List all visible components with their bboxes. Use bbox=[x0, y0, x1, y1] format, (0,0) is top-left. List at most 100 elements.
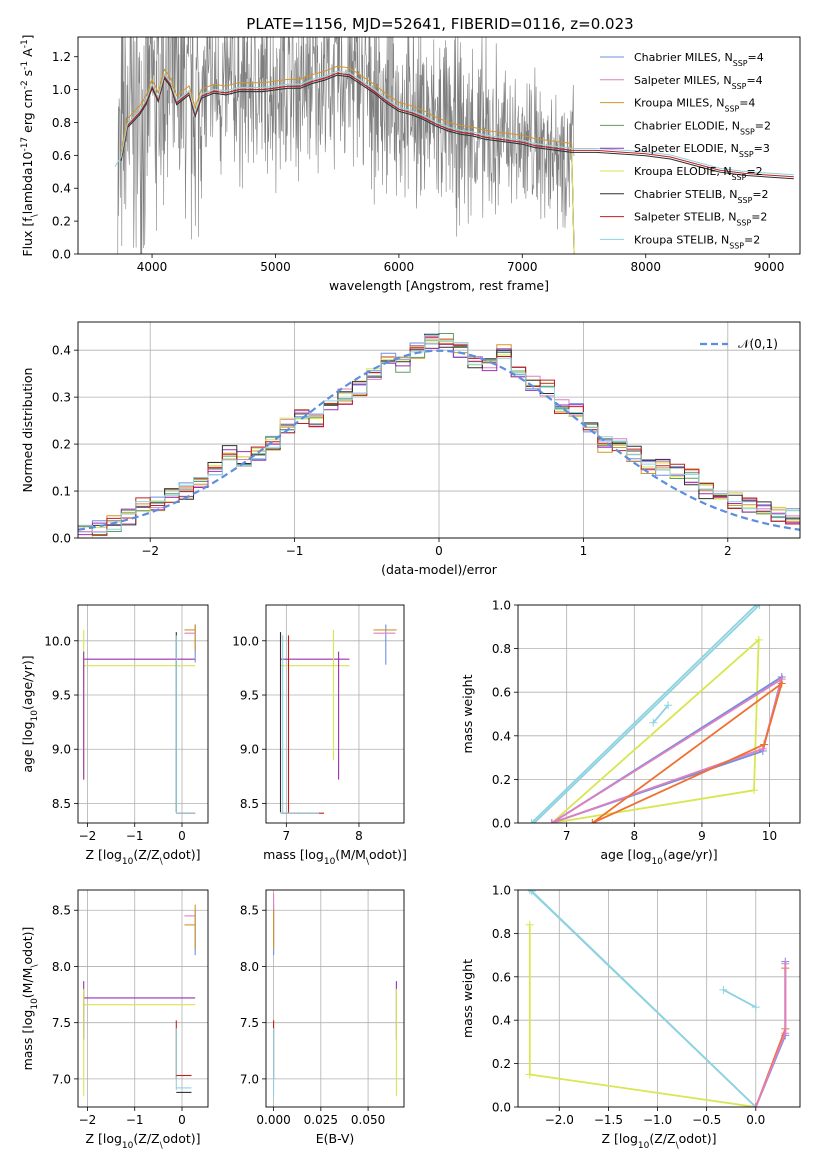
massweight_vs_age-marker bbox=[758, 744, 767, 753]
massweight_vs_age-ylabel: mass weight bbox=[460, 674, 475, 753]
residuals-panel: −2 −1 0 1 2 0.0 0.1 0.2 0.3 0.4 (data-model)/error… bbox=[20, 321, 801, 577]
age_vs_Z-ylabel: age [log10(age/yr)] bbox=[20, 655, 40, 772]
residuals-xtick-label: −2 bbox=[141, 544, 159, 558]
age_vs_Z-panel: −2 −1 08.59.09.510.0Z [log10(Z/Z\odot)]age… bbox=[20, 604, 209, 867]
residuals-frame bbox=[77, 321, 801, 539]
massweight_vs_age-ytick-label: 0.8 bbox=[492, 642, 511, 656]
mass_vs_Z-ylabel: mass [log10(M/M\odot)] bbox=[20, 927, 40, 1071]
massweight_vs_Z-xtick-label: −2.0 bbox=[545, 1113, 574, 1127]
mass_vs_Z-plot-area bbox=[83, 904, 196, 1096]
spectrum-xtick-label: 7000 bbox=[507, 260, 538, 274]
massweight_vs_Z-xtick-label: −0.5 bbox=[692, 1113, 721, 1127]
label-text: E(B-V) bbox=[316, 1131, 355, 1146]
label-text: Normed distribution bbox=[20, 368, 35, 493]
spectrum-legend-label: Chabrier STELIB, NSSP=2 bbox=[634, 188, 769, 205]
label-text: s bbox=[20, 70, 35, 81]
label-text: SSP bbox=[724, 104, 739, 113]
label-text: odot bbox=[163, 847, 191, 862]
residuals-xtick-label: 1 bbox=[580, 544, 588, 558]
label-text: )] bbox=[20, 655, 35, 665]
label-text: =2 bbox=[746, 165, 762, 178]
spectrum-legend-label: Kroupa ELODIE, NSSP=2 bbox=[634, 165, 763, 182]
age_vs_Z-ytick-label: 8.5 bbox=[52, 797, 71, 811]
residuals-xlabel: (data-model)/error bbox=[381, 562, 498, 577]
label-text: )] bbox=[191, 1131, 201, 1146]
massweight_vs_age-marker bbox=[664, 701, 673, 710]
label-text: lambda bbox=[20, 167, 35, 214]
label-text: Z [log bbox=[85, 1131, 121, 1146]
mass_vs_ebv-ytick-label: 7.0 bbox=[240, 1072, 259, 1086]
age_vs_mass-panel: 7 8 8.5 9.0 9.5 10.0 mass [log10(M/M\odot)] bbox=[232, 604, 407, 867]
label-text: )] bbox=[397, 847, 407, 862]
massweight_vs_age-marker bbox=[777, 679, 786, 688]
residuals-legend-label: 𝒩(0,1) bbox=[738, 337, 778, 351]
spectrum-ytick-label: 0.2 bbox=[52, 215, 71, 229]
mass_vs_ebv-xlabel: E(B-V) bbox=[316, 1131, 355, 1146]
label-text: =2 bbox=[744, 233, 760, 246]
spectrum-legend-label: Salpeter ELODIE, NSSP=3 bbox=[634, 142, 770, 159]
label-text: age [log bbox=[600, 847, 651, 862]
massweight_vs_Z-xtick-label: −1.5 bbox=[594, 1113, 623, 1127]
age_vs_mass-xlabel: mass [log10(M/M\odot)] bbox=[263, 847, 407, 867]
residuals-ytick-label: 0.2 bbox=[52, 438, 71, 452]
label-text: mass weight bbox=[460, 674, 475, 753]
massweight_vs_Z-ytick-label: 1.0 bbox=[492, 884, 511, 898]
label-text: Kroupa ELODIE, N bbox=[634, 165, 732, 178]
spectrum-data-line bbox=[117, 37, 575, 254]
massweight_vs_Z-line bbox=[754, 963, 787, 1107]
label-text: SSP bbox=[740, 127, 755, 136]
spectrum-ytick-label: 0.8 bbox=[52, 116, 71, 130]
label-text: ] bbox=[20, 34, 35, 39]
label-text: =4 bbox=[748, 51, 764, 64]
label-text: =2 bbox=[752, 188, 768, 201]
spectrum-legend-label: Salpeter STELIB, NSSP=2 bbox=[634, 211, 767, 228]
residuals-ytick-label: 0.1 bbox=[52, 485, 71, 499]
label-text: ( bbox=[649, 1131, 654, 1146]
mass_vs_Z-panel: −2 −1 07.07.58.08.5Z [log10(Z/Z\odot)]mass… bbox=[20, 889, 209, 1151]
age_vs_Z-xtick-label: −1 bbox=[126, 829, 144, 843]
age_vs_mass-frame bbox=[265, 604, 405, 824]
label-text: \ bbox=[676, 1141, 680, 1151]
massweight_vs_Z-ylabel: mass weight bbox=[460, 959, 475, 1038]
age_vs_Z-ytick-label: 9.5 bbox=[52, 689, 71, 703]
label-text: mass [log bbox=[263, 847, 324, 862]
spectrum-ytick-label: 1.0 bbox=[52, 83, 71, 97]
label-text: 10 bbox=[638, 1141, 650, 1151]
label-text: Z/Z bbox=[654, 1131, 675, 1146]
spectrum-model-line-5 bbox=[120, 70, 575, 254]
mass_vs_ebv-ytick-label: 8.5 bbox=[240, 904, 259, 918]
spectrum-xtick-label: 9000 bbox=[754, 260, 785, 274]
massweight_vs_age-ytick-label: 1.0 bbox=[492, 599, 511, 613]
massweight_vs_Z-marker bbox=[751, 1003, 760, 1012]
spectrum-model-line-0 bbox=[120, 74, 575, 254]
spectrum-xtick-label: 4000 bbox=[137, 260, 168, 274]
spectrum-model-line-7 bbox=[120, 72, 794, 178]
label-text: SSP bbox=[732, 173, 747, 182]
massweight_vs_age-line bbox=[551, 677, 784, 823]
age_vs_Z-plot-area bbox=[83, 624, 196, 814]
massweight_vs_Z-ytick-label: 0.0 bbox=[492, 1101, 511, 1115]
massweight_vs_Z-marker bbox=[525, 920, 534, 929]
mass_vs_ebv-xtick-label: 0.050 bbox=[351, 1113, 385, 1127]
massweight_vs_Z-ytick-label: 0.8 bbox=[492, 927, 511, 941]
massweight_vs_Z-marker bbox=[527, 890, 536, 896]
spectrum-model-line-2 bbox=[120, 65, 575, 254]
label-text: Z [log bbox=[601, 1131, 637, 1146]
label-text: =2 bbox=[755, 119, 771, 132]
label-text: =4 bbox=[746, 74, 762, 87]
massweight_vs_age-marker bbox=[530, 819, 539, 823]
massweight_vs_Z-line bbox=[754, 968, 787, 1107]
spectrum-legend-label: Chabrier ELODIE, NSSP=2 bbox=[634, 119, 771, 136]
spectrum-ylabel: Flux [f\lambda10-17 erg cm-2 s-1 A-1] bbox=[20, 34, 40, 256]
massweight_vs_Z-line bbox=[754, 961, 787, 1107]
label-text: Flux [f bbox=[20, 217, 35, 257]
massweight_vs_age-marker bbox=[754, 635, 763, 644]
label-text: odot bbox=[20, 936, 35, 964]
normal-curve bbox=[78, 349, 800, 531]
spectrum-ytick-label: 0.0 bbox=[52, 248, 71, 262]
label-text: 10 bbox=[30, 998, 40, 1010]
label-text: \ bbox=[30, 213, 40, 217]
label-text: M/M bbox=[20, 968, 35, 994]
label-text: age/yr bbox=[20, 664, 35, 705]
